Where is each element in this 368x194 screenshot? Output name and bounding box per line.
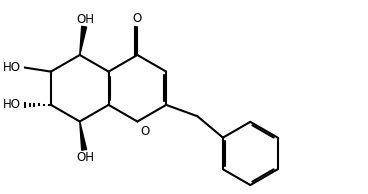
Polygon shape [80, 121, 86, 150]
Text: HO: HO [3, 61, 21, 74]
Text: OH: OH [76, 13, 94, 26]
Text: OH: OH [76, 151, 94, 164]
Text: O: O [140, 125, 149, 138]
Polygon shape [80, 26, 86, 55]
Text: O: O [133, 12, 142, 25]
Text: HO: HO [3, 98, 21, 111]
